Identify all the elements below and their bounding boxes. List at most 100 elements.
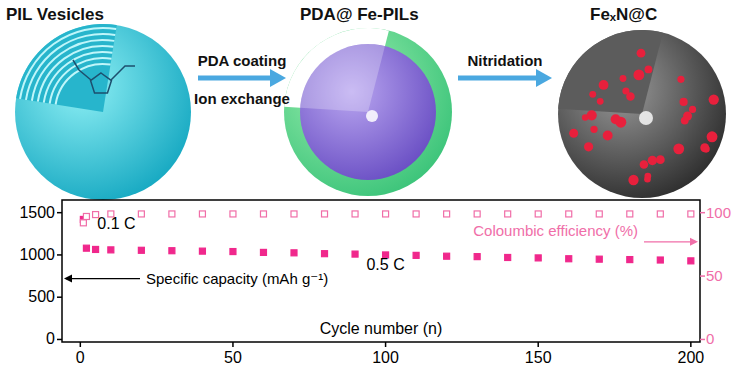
shell-layer — [56, 64, 111, 104]
particle — [644, 176, 651, 183]
marker — [83, 213, 89, 219]
marker — [322, 211, 328, 217]
x-tick-label: 150 — [525, 349, 552, 366]
chart: 0501001502000500100015000501000.1 C0.5 C… — [19, 200, 731, 366]
label-arrow-head — [690, 238, 698, 246]
marker — [688, 211, 694, 217]
particle — [590, 126, 597, 133]
marker — [93, 246, 99, 252]
marker — [535, 211, 541, 217]
marker — [352, 251, 358, 257]
marker — [444, 253, 450, 259]
particle — [584, 142, 593, 151]
arrow-head — [536, 69, 552, 87]
diagram: PIL VesiclesPDA@ Fe-PILsFeₓN@CPDA coatin… — [6, 5, 726, 200]
marker — [474, 211, 480, 217]
marker — [596, 256, 602, 262]
x-tick — [385, 342, 387, 347]
y2-tick — [700, 275, 705, 277]
y2-tick-label: 50 — [706, 267, 723, 284]
shell-layer — [50, 58, 112, 104]
molecule — [91, 73, 112, 93]
x-tick — [80, 342, 82, 347]
particle — [637, 49, 646, 58]
y2-tick — [700, 212, 705, 214]
cutaway — [300, 44, 385, 112]
arrow — [198, 76, 274, 81]
y-tick — [57, 339, 62, 341]
marker — [260, 249, 266, 255]
stage-label: FeₓN@C — [590, 5, 657, 24]
marker — [291, 211, 297, 217]
x-tick — [537, 342, 539, 347]
particle — [611, 114, 621, 124]
y2-tick-label: 0 — [706, 330, 714, 347]
particle — [683, 112, 692, 121]
marker — [138, 247, 144, 253]
cutaway — [558, 30, 663, 114]
marker — [199, 248, 205, 254]
particle — [589, 91, 596, 98]
vesicle — [15, 24, 191, 200]
marker — [169, 248, 175, 254]
step-label: PDA coating — [198, 52, 287, 69]
marker — [108, 247, 114, 253]
marker — [291, 250, 297, 256]
y2-tick-label: 100 — [706, 204, 731, 221]
molecule — [73, 60, 135, 80]
x-tick-label: 100 — [372, 349, 399, 366]
y-tick-label: 500 — [28, 288, 55, 305]
y-tick — [57, 254, 62, 256]
figure: PIL VesiclesPDA@ Fe-PILsFeₓN@CPDA coatin… — [0, 0, 737, 372]
marker — [688, 258, 694, 264]
marker — [83, 245, 89, 251]
label-arrow — [66, 278, 140, 279]
y-tick-label: 1000 — [19, 246, 55, 263]
carbon-shell — [558, 30, 726, 198]
marker — [627, 211, 633, 217]
marker — [505, 211, 511, 217]
marker — [383, 211, 389, 217]
marker — [199, 211, 205, 217]
marker — [230, 249, 236, 255]
x-tick-label: 50 — [224, 349, 242, 366]
particle — [603, 131, 613, 141]
x-tick-label: 0 — [76, 349, 85, 366]
particle — [633, 69, 644, 80]
stage-label: PIL Vesicles — [6, 5, 104, 24]
particle — [622, 87, 629, 94]
marker — [657, 257, 663, 263]
particle — [689, 106, 696, 113]
shell-layer — [44, 52, 113, 103]
particle — [599, 80, 609, 90]
shell-layer — [32, 40, 114, 101]
step-label: Ion exchange — [194, 90, 290, 107]
y2-tick — [700, 339, 705, 341]
step-label: Nitridation — [468, 52, 543, 69]
x-tick — [232, 342, 234, 347]
particle — [569, 129, 578, 138]
particle — [628, 175, 638, 185]
particle — [703, 145, 710, 152]
marker — [413, 252, 419, 258]
annotation: 0.1 C — [97, 215, 135, 232]
particle — [620, 75, 627, 82]
marker — [352, 211, 358, 217]
y-tick-label: 0 — [46, 330, 55, 347]
marker — [535, 255, 541, 261]
marker — [596, 211, 602, 217]
marker — [80, 220, 86, 226]
marker — [169, 211, 175, 217]
x-tick — [690, 342, 692, 347]
particle — [707, 131, 718, 142]
label-arrow-head — [64, 275, 72, 283]
x-axis-title: Cycle number (n) — [320, 320, 443, 337]
marker — [657, 211, 663, 217]
marker — [627, 257, 633, 263]
particle — [709, 94, 719, 104]
particle — [680, 98, 688, 106]
marker — [474, 254, 480, 260]
label-arrow — [644, 241, 696, 242]
particle — [645, 66, 653, 74]
shell-layer — [26, 34, 115, 100]
